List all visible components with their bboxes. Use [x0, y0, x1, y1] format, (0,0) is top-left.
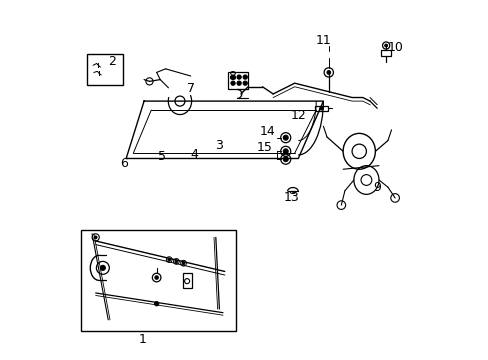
Text: 7: 7 [186, 82, 194, 95]
Circle shape [100, 265, 105, 270]
Circle shape [326, 71, 330, 74]
Circle shape [237, 75, 241, 79]
Text: 3: 3 [215, 139, 223, 152]
Circle shape [182, 262, 184, 265]
Circle shape [155, 276, 158, 279]
Bar [183, 273, 191, 288]
Circle shape [154, 302, 159, 306]
Text: 8: 8 [227, 69, 236, 82]
Circle shape [384, 44, 387, 47]
Text: 13: 13 [283, 192, 298, 204]
Bar [314, 106, 327, 111]
Bar [81, 230, 235, 330]
Text: 1: 1 [138, 333, 146, 346]
Circle shape [319, 107, 323, 110]
Text: 2: 2 [108, 55, 116, 68]
Bar [381, 50, 390, 56]
Text: 6: 6 [120, 157, 128, 170]
Circle shape [237, 81, 241, 85]
Circle shape [283, 157, 287, 162]
Text: 11: 11 [315, 33, 330, 47]
Circle shape [283, 149, 287, 154]
Circle shape [283, 135, 287, 140]
Circle shape [94, 236, 97, 239]
Circle shape [243, 75, 247, 79]
Text: 9: 9 [372, 181, 380, 194]
Circle shape [175, 260, 178, 263]
Bar [87, 54, 123, 85]
Text: 5: 5 [158, 150, 166, 163]
Circle shape [230, 75, 235, 79]
Circle shape [167, 258, 170, 261]
Circle shape [243, 81, 247, 85]
Text: 12: 12 [290, 109, 305, 122]
Text: 14: 14 [260, 125, 275, 138]
Circle shape [230, 81, 235, 85]
Text: 4: 4 [190, 148, 198, 161]
Text: 15: 15 [256, 141, 272, 154]
Text: 10: 10 [386, 41, 402, 54]
Bar [228, 72, 247, 89]
